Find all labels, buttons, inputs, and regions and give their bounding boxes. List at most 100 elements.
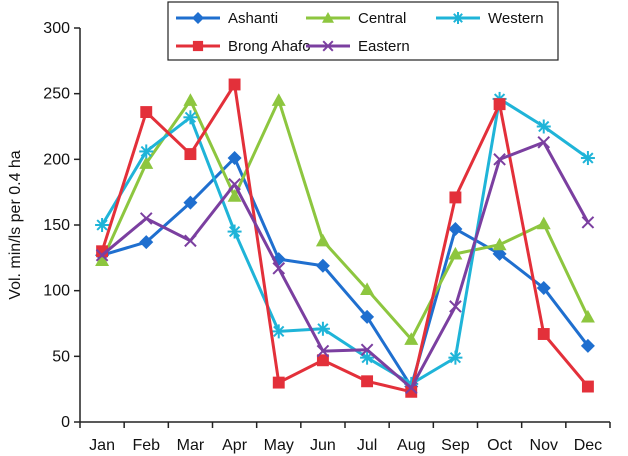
data-point-eastern: [537, 135, 551, 149]
data-point-eastern: [316, 344, 330, 358]
legend-label-brong-ahafo: Brong Ahafo: [228, 38, 311, 55]
data-point-central: [139, 156, 154, 169]
data-point-eastern: [360, 343, 374, 357]
data-point-eastern: [228, 177, 241, 191]
data-point-eastern: [272, 262, 286, 275]
x-tick-label: Feb: [132, 437, 160, 454]
x-tick-label: Jul: [357, 437, 377, 454]
data-point-western: [183, 110, 198, 125]
data-point-western: [95, 218, 110, 232]
data-point-eastern: [139, 212, 153, 225]
x-tick-label: Mar: [177, 437, 205, 454]
y-tick-label: 100: [43, 283, 70, 300]
x-tick-label: Nov: [530, 437, 558, 454]
data-point-eastern: [404, 381, 418, 395]
data-point-central: [227, 189, 242, 202]
y-tick-label: 300: [43, 20, 70, 37]
x-tick-label: Dec: [574, 437, 602, 454]
data-point-central: [271, 93, 286, 106]
y-tick-label: 0: [61, 414, 70, 431]
data-point-central: [580, 309, 595, 323]
legend-label-ashanti: Ashanti: [228, 10, 278, 27]
data-point-brong-ahafo: [316, 354, 329, 367]
legend-item-ashanti: Ashanti: [176, 10, 278, 27]
data-point-central: [492, 237, 507, 251]
data-point-western: [271, 324, 286, 339]
data-point-ashanti: [536, 281, 551, 296]
series-line-brong-ahafo: [100, 82, 590, 394]
y-tick-label: 150: [43, 217, 70, 234]
data-point-brong-ahafo: [581, 380, 594, 393]
data-point-western: [227, 224, 242, 239]
data-point-western: [448, 350, 463, 365]
data-point-ashanti: [227, 151, 242, 166]
legend-item-eastern: Eastern: [306, 38, 410, 55]
series-line-ashanti: [101, 156, 590, 389]
data-point-central: [183, 93, 198, 106]
data-point-eastern: [184, 234, 197, 248]
data-point-ashanti: [315, 258, 330, 273]
legend-item-western: Western: [436, 10, 544, 27]
x-tick-label: Oct: [487, 437, 512, 454]
data-point-brong-ahafo: [228, 78, 241, 91]
data-point-brong-ahafo: [537, 328, 550, 340]
data-point-central: [315, 233, 330, 247]
series-line-eastern: [101, 140, 590, 390]
data-point-ashanti: [492, 246, 507, 261]
data-point-ashanti: [360, 309, 375, 324]
data-point-western: [315, 321, 330, 336]
legend-label-central: Central: [358, 10, 406, 27]
y-axis-title: Vol. min/ls per 0.4 ha: [7, 150, 24, 300]
x-tick-label: Aug: [397, 437, 425, 454]
data-point-eastern: [493, 153, 506, 166]
data-point-central: [536, 216, 551, 230]
data-point-western: [580, 151, 595, 166]
chart-axes: 0 50 100 150 200 250 300 Jan Feb Mar Apr May Jun Jul A…: [7, 20, 611, 454]
legend-box: [167, 1, 559, 61]
series-ashanti: [95, 151, 595, 394]
data-point-brong-ahafo: [493, 98, 506, 111]
data-point-brong-ahafo: [405, 385, 418, 398]
chart-series: [95, 78, 595, 398]
series-eastern: [95, 135, 595, 395]
legend-marker-eastern: [322, 40, 334, 52]
data-point-central: [404, 332, 419, 345]
legend-marker-ashanti: [192, 12, 204, 24]
data-point-western: [139, 144, 154, 159]
data-point-brong-ahafo: [96, 245, 109, 258]
legend-label-western: Western: [488, 10, 544, 27]
data-point-eastern: [449, 300, 462, 313]
series-line-central: [100, 98, 590, 341]
legend-label-eastern: Eastern: [358, 38, 410, 55]
data-point-brong-ahafo: [272, 376, 285, 389]
data-point-western: [536, 119, 551, 134]
y-tick-label: 250: [43, 86, 70, 103]
data-point-brong-ahafo: [140, 106, 153, 119]
data-point-ashanti: [448, 221, 463, 236]
chart-legend: Ashanti Central Western Brong Ahafo Eastern: [167, 1, 559, 61]
data-point-central: [360, 282, 375, 295]
legend-item-central: Central: [306, 10, 406, 27]
data-point-ashanti: [183, 195, 198, 210]
series-central: [95, 93, 595, 345]
x-tick-label: May: [264, 437, 294, 454]
data-point-ashanti: [139, 235, 154, 250]
data-point-brong-ahafo: [184, 148, 197, 161]
series-line-western: [100, 97, 589, 386]
data-point-ashanti: [580, 338, 595, 353]
legend-marker-western: [452, 12, 464, 24]
x-tick-label: Jan: [89, 437, 115, 454]
data-point-central: [95, 253, 110, 267]
legend-item-brong-ahafo: Brong Ahafo: [176, 38, 311, 55]
y-tick-label: 200: [43, 151, 70, 168]
legend-marker-central: [322, 12, 334, 23]
legend-marker-brong-ahafo: [192, 40, 204, 52]
series-brong-ahafo: [96, 78, 594, 398]
y-tick-label: 50: [52, 348, 70, 365]
x-tick-label: Jun: [310, 437, 336, 454]
data-point-brong-ahafo: [449, 191, 462, 204]
x-tick-label: Sep: [441, 437, 470, 454]
data-point-eastern: [95, 248, 109, 262]
x-tick-label: Apr: [222, 437, 248, 454]
